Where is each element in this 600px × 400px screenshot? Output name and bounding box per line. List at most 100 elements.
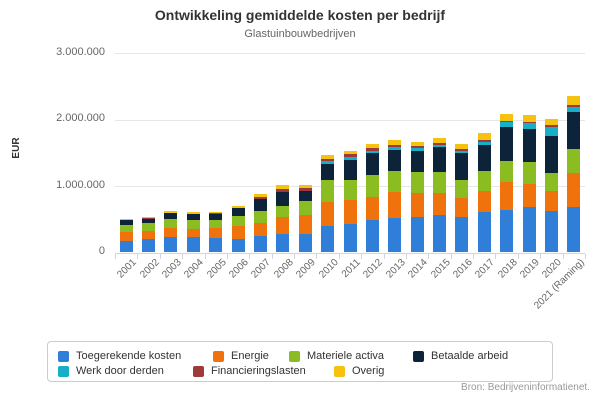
bar-2012[interactable] xyxy=(365,144,379,252)
bar-segment[interactable] xyxy=(209,213,223,215)
bar-segment[interactable] xyxy=(231,207,245,217)
bar-segment[interactable] xyxy=(388,145,402,148)
bar-segment[interactable] xyxy=(500,114,514,122)
bar-segment[interactable] xyxy=(164,228,178,237)
bar-segment[interactable] xyxy=(276,234,290,252)
bar-segment[interactable] xyxy=(321,180,335,202)
bar-segment[interactable] xyxy=(253,236,267,252)
bar-segment[interactable] xyxy=(522,123,536,130)
bar-segment[interactable] xyxy=(477,139,491,142)
bar-segment[interactable] xyxy=(164,218,178,228)
bar-segment[interactable] xyxy=(455,144,469,150)
bar-segment[interactable] xyxy=(522,207,536,252)
bar-segment[interactable] xyxy=(567,112,581,149)
bar-segment[interactable] xyxy=(455,151,469,154)
legend-item-materiele-activa[interactable]: Materiele activa xyxy=(289,349,384,363)
bar-segment[interactable] xyxy=(298,201,312,216)
bar-2018[interactable] xyxy=(500,114,514,252)
bar-segment[interactable] xyxy=(500,127,514,162)
bar-segment[interactable] xyxy=(500,122,514,128)
bar-segment[interactable] xyxy=(567,207,581,252)
bar-segment[interactable] xyxy=(142,217,156,220)
bar-segment[interactable] xyxy=(365,150,379,154)
bar-segment[interactable] xyxy=(500,161,514,183)
bar-segment[interactable] xyxy=(209,227,223,238)
bar-segment[interactable] xyxy=(321,154,335,159)
bar-2013[interactable] xyxy=(388,140,402,252)
bar-2004[interactable] xyxy=(186,211,200,252)
bar-segment[interactable] xyxy=(544,191,558,211)
bar-segment[interactable] xyxy=(343,223,357,252)
bar-segment[interactable] xyxy=(410,146,424,149)
bar-segment[interactable] xyxy=(276,217,290,235)
bar-segment[interactable] xyxy=(119,225,133,232)
bar-2003[interactable] xyxy=(164,210,178,252)
bar-segment[interactable] xyxy=(544,124,558,127)
bar-segment[interactable] xyxy=(231,226,245,239)
bar-2008[interactable] xyxy=(276,184,290,252)
bar-segment[interactable] xyxy=(209,220,223,228)
bar-segment[interactable] xyxy=(433,142,447,145)
legend-item-werk-door-derden[interactable]: Werk door derden xyxy=(58,364,164,378)
legend-item-betaalde-arbeid[interactable]: Betaalde arbeid xyxy=(413,349,508,363)
bar-segment[interactable] xyxy=(567,149,581,173)
bar-2006[interactable] xyxy=(231,205,245,252)
bar-segment[interactable] xyxy=(388,171,402,192)
bar-segment[interactable] xyxy=(298,188,312,192)
bar-segment[interactable] xyxy=(365,196,379,221)
bar-segment[interactable] xyxy=(433,138,447,143)
bar-segment[interactable] xyxy=(567,106,581,112)
bar-segment[interactable] xyxy=(276,189,290,193)
bar-2015[interactable] xyxy=(433,138,447,252)
bar-segment[interactable] xyxy=(164,237,178,252)
bar-2014[interactable] xyxy=(410,142,424,252)
bar-segment[interactable] xyxy=(410,193,424,217)
bar-segment[interactable] xyxy=(119,218,133,221)
bar-segment[interactable] xyxy=(298,215,312,234)
bar-segment[interactable] xyxy=(567,105,581,107)
bar-segment[interactable] xyxy=(276,206,290,218)
bar-segment[interactable] xyxy=(544,119,558,125)
bar-segment[interactable] xyxy=(253,223,267,237)
legend-item-overig[interactable]: Overig xyxy=(334,364,384,378)
bar-segment[interactable] xyxy=(321,158,335,162)
bar-segment[interactable] xyxy=(186,214,200,220)
bar-segment[interactable] xyxy=(455,198,469,217)
bar-segment[interactable] xyxy=(477,141,491,145)
bar-segment[interactable] xyxy=(343,157,357,160)
bar-2021-raming-[interactable] xyxy=(567,96,581,252)
bar-segment[interactable] xyxy=(522,184,536,208)
bar-segment[interactable] xyxy=(119,241,133,252)
bar-segment[interactable] xyxy=(321,202,335,226)
bar-segment[interactable] xyxy=(142,231,156,240)
bar-segment[interactable] xyxy=(455,153,469,180)
bar-2007[interactable] xyxy=(253,194,267,252)
bar-segment[interactable] xyxy=(276,184,290,190)
bar-2010[interactable] xyxy=(321,154,335,252)
bar-segment[interactable] xyxy=(365,175,379,197)
bar-segment[interactable] xyxy=(365,144,379,149)
bar-segment[interactable] xyxy=(231,238,245,252)
bar-2019[interactable] xyxy=(522,115,536,252)
bar-segment[interactable] xyxy=(253,199,267,212)
bar-segment[interactable] xyxy=(231,216,245,227)
bar-2009[interactable] xyxy=(298,184,312,252)
bar-segment[interactable] xyxy=(119,232,133,241)
bar-segment[interactable] xyxy=(231,205,245,208)
bar-segment[interactable] xyxy=(343,151,357,155)
bar-segment[interactable] xyxy=(365,148,379,151)
bar-segment[interactable] xyxy=(522,121,536,124)
bar-segment[interactable] xyxy=(544,173,558,192)
bar-segment[interactable] xyxy=(455,217,469,252)
bar-2017[interactable] xyxy=(477,133,491,252)
bar-segment[interactable] xyxy=(164,210,178,214)
legend-item-toegerekende-kosten[interactable]: Toegerekende kosten xyxy=(58,349,181,363)
bar-2001[interactable] xyxy=(119,218,133,252)
bar-2005[interactable] xyxy=(209,211,223,252)
bar-segment[interactable] xyxy=(209,214,223,221)
bar-segment[interactable] xyxy=(321,161,335,164)
bar-segment[interactable] xyxy=(321,226,335,252)
bar-segment[interactable] xyxy=(567,173,581,207)
bar-segment[interactable] xyxy=(433,172,447,193)
bar-segment[interactable] xyxy=(477,170,491,191)
